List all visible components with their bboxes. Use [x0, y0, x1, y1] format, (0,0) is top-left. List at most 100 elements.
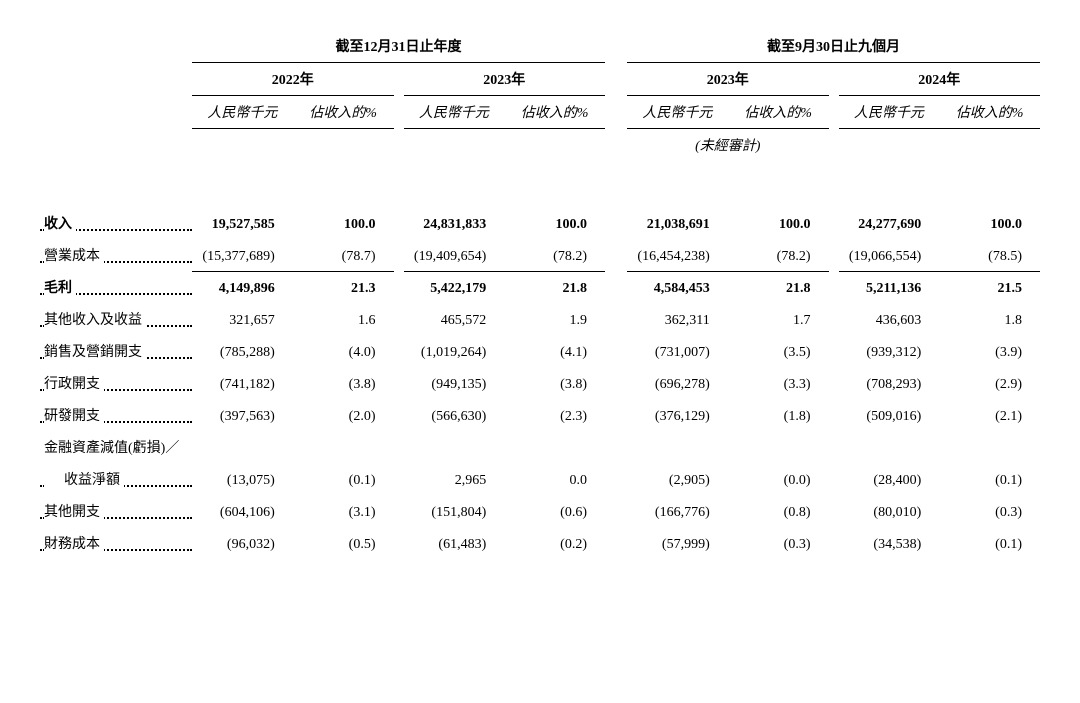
cell: (28,400) — [839, 463, 940, 495]
cell: 100.0 — [504, 207, 605, 239]
cell: (939,312) — [839, 335, 940, 367]
cell: (151,804) — [404, 495, 505, 527]
label-impair-a: 金融資產減值(虧損)／ — [40, 431, 192, 463]
period1-header: 截至12月31日止年度 — [192, 30, 605, 63]
cell: (1,019,264) — [404, 335, 505, 367]
cell: (566,630) — [404, 399, 505, 431]
cell: 1.9 — [504, 303, 605, 335]
col-rmb: 人民幣千元 — [627, 96, 728, 129]
label-other-exp: 其他開支 — [40, 495, 192, 527]
cell: 1.7 — [728, 303, 829, 335]
cell: (0.1) — [939, 463, 1040, 495]
cell: (19,066,554) — [839, 239, 940, 271]
cell: 5,422,179 — [404, 271, 505, 303]
cell: (57,999) — [627, 527, 728, 559]
cell: (0.0) — [728, 463, 829, 495]
cell: (2,905) — [627, 463, 728, 495]
year-2024: 2024年 — [839, 63, 1041, 96]
cell: (785,288) — [192, 335, 293, 367]
cell: (96,032) — [192, 527, 293, 559]
cell: (16,454,238) — [627, 239, 728, 271]
row-finance: 財務成本 (96,032) (0.5) (61,483) (0.2) (57,9… — [40, 527, 1040, 559]
cell: (0.5) — [293, 527, 394, 559]
cell: 4,584,453 — [627, 271, 728, 303]
cell: (19,409,654) — [404, 239, 505, 271]
cell: 21.8 — [504, 271, 605, 303]
label-finance: 財務成本 — [40, 527, 192, 559]
cell: (731,007) — [627, 335, 728, 367]
cell: (696,278) — [627, 367, 728, 399]
cell: 24,831,833 — [404, 207, 505, 239]
cell: (3.9) — [939, 335, 1040, 367]
header-row-unaudited: (未經審計) — [40, 129, 1040, 162]
cell: 1.6 — [293, 303, 394, 335]
header-row-years: 2022年 2023年 2023年 2024年 — [40, 63, 1040, 96]
col-rmb: 人民幣千元 — [404, 96, 505, 129]
cell: 24,277,690 — [839, 207, 940, 239]
row-admin: 行政開支 (741,182) (3.8) (949,135) (3.8) (69… — [40, 367, 1040, 399]
cell: (2.1) — [939, 399, 1040, 431]
year-2023b: 2023年 — [627, 63, 829, 96]
cell: (0.3) — [939, 495, 1040, 527]
cell: (0.3) — [728, 527, 829, 559]
cell: 5,211,136 — [839, 271, 940, 303]
row-impair-a: 金融資產減值(虧損)／ — [40, 431, 1040, 463]
label-rd: 研發開支 — [40, 399, 192, 431]
cell: (2.3) — [504, 399, 605, 431]
cell: 100.0 — [728, 207, 829, 239]
cell: (166,776) — [627, 495, 728, 527]
cell: 436,603 — [839, 303, 940, 335]
year-2022: 2022年 — [192, 63, 394, 96]
cell: 0.0 — [504, 463, 605, 495]
cell: 1.8 — [939, 303, 1040, 335]
label-cogs: 營業成本 — [40, 239, 192, 271]
row-gross: 毛利 4,149,896 21.3 5,422,179 21.8 4,584,4… — [40, 271, 1040, 303]
cell: 21.8 — [728, 271, 829, 303]
cell: 21,038,691 — [627, 207, 728, 239]
cell: 100.0 — [293, 207, 394, 239]
cell: (397,563) — [192, 399, 293, 431]
cell: (34,538) — [839, 527, 940, 559]
cell: (708,293) — [839, 367, 940, 399]
col-rmb: 人民幣千元 — [839, 96, 940, 129]
cell: (0.1) — [293, 463, 394, 495]
label-revenue: 收入 — [40, 207, 192, 239]
cell: 362,311 — [627, 303, 728, 335]
cell: (376,129) — [627, 399, 728, 431]
row-impair-b: 收益淨額 (13,075) (0.1) 2,965 0.0 (2,905) (0… — [40, 463, 1040, 495]
cell: (509,016) — [839, 399, 940, 431]
col-pct: 佔收入的% — [728, 96, 829, 129]
cell: 465,572 — [404, 303, 505, 335]
row-selling: 銷售及營銷開支 (785,288) (4.0) (1,019,264) (4.1… — [40, 335, 1040, 367]
label-selling: 銷售及營銷開支 — [40, 335, 192, 367]
cell: (0.6) — [504, 495, 605, 527]
cell: (15,377,689) — [192, 239, 293, 271]
cell: (3.3) — [728, 367, 829, 399]
unaudited-label: (未經審計) — [627, 129, 829, 162]
col-pct: 佔收入的% — [504, 96, 605, 129]
cell: (3.8) — [293, 367, 394, 399]
cell: (1.8) — [728, 399, 829, 431]
row-revenue: 收入 19,527,585 100.0 24,831,833 100.0 21,… — [40, 207, 1040, 239]
period2-header: 截至9月30日止九個月 — [627, 30, 1040, 63]
cell: (4.1) — [504, 335, 605, 367]
cell: (0.2) — [504, 527, 605, 559]
cell: (78.2) — [728, 239, 829, 271]
cell: (3.8) — [504, 367, 605, 399]
label-other-income: 其他收入及收益 — [40, 303, 192, 335]
cell: 100.0 — [939, 207, 1040, 239]
cell: (0.1) — [939, 527, 1040, 559]
cell: (80,010) — [839, 495, 940, 527]
col-pct: 佔收入的% — [939, 96, 1040, 129]
cell: (2.9) — [939, 367, 1040, 399]
cell: (949,135) — [404, 367, 505, 399]
cell: (741,182) — [192, 367, 293, 399]
cell: (3.5) — [728, 335, 829, 367]
cell: 321,657 — [192, 303, 293, 335]
label-admin: 行政開支 — [40, 367, 192, 399]
cell: (78.7) — [293, 239, 394, 271]
cell: 21.3 — [293, 271, 394, 303]
row-cogs: 營業成本 (15,377,689) (78.7) (19,409,654) (7… — [40, 239, 1040, 271]
header-row-units: 人民幣千元 佔收入的% 人民幣千元 佔收入的% 人民幣千元 佔收入的% 人民幣千… — [40, 96, 1040, 129]
cell: 4,149,896 — [192, 271, 293, 303]
